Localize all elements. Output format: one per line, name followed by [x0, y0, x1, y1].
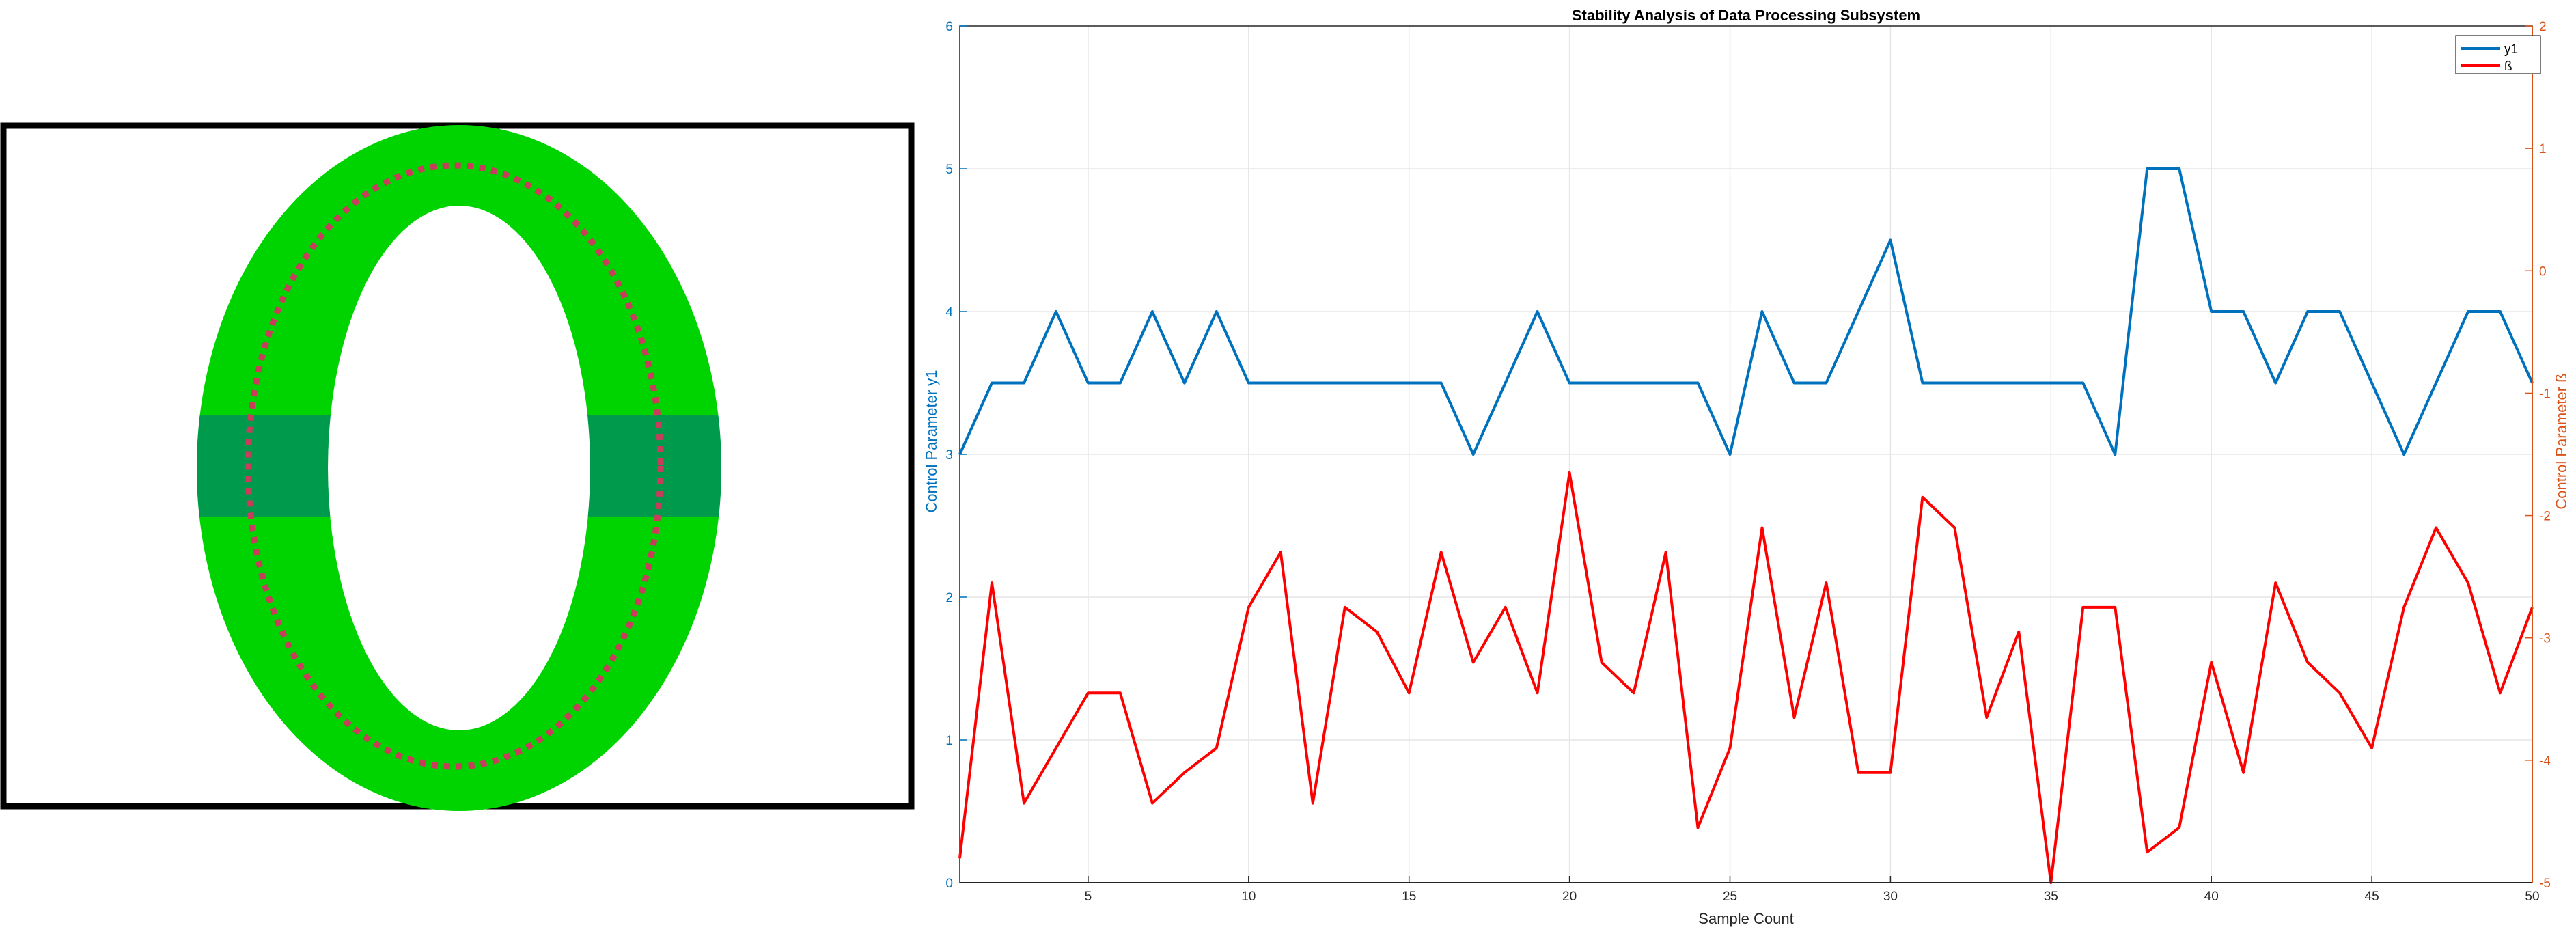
legend-label-y1: y1	[2504, 42, 2518, 57]
legend: y1 ß	[2455, 35, 2541, 74]
x-tick-label: 50	[2525, 890, 2539, 904]
x-tick-label: 40	[2204, 890, 2219, 904]
dotted-ellipse	[245, 162, 664, 770]
y-axis-left-label: Control Parameter y1	[923, 370, 940, 512]
y-left-tick-label: 3	[945, 448, 953, 463]
x-tick-label: 35	[2044, 890, 2058, 904]
ring-figure-panel	[0, 0, 919, 933]
chart-title: Stability Analysis of Data Processing Su…	[1572, 7, 1920, 24]
series-line-beta	[958, 471, 2534, 884]
ring-dark-band	[197, 415, 721, 517]
y-right-tick-label: 1	[2539, 142, 2547, 156]
stability-chart: 5 10 15 20 25 30 35 40 45 500123456-5-4-3-2-1012 …	[923, 7, 2570, 927]
x-tick-label: 5	[1085, 890, 1092, 904]
series-line-y1	[958, 167, 2534, 456]
y-left-tick-label: 1	[945, 734, 953, 748]
y-left-tick-label: 4	[945, 305, 953, 320]
x-tick-label: 20	[1562, 890, 1577, 904]
y-left-tick-label: 6	[945, 20, 953, 34]
y-left-tick-label: 5	[945, 163, 953, 177]
y-right-tick-label: -3	[2539, 632, 2551, 646]
y-right-tick-label: 0	[2539, 264, 2547, 279]
y-right-tick-label: -4	[2539, 754, 2551, 769]
chart-panel: 5 10 15 20 25 30 35 40 45 50 0 1 2 3 4 5 6 -5 -4 -3 -2 -1 0 1 2 …	[919, 0, 2576, 933]
series-lines	[958, 167, 2534, 884]
y-right-tick-label: 2	[2539, 20, 2547, 34]
x-tick-label: 30	[1883, 890, 1898, 904]
y-left-tick-label: 0	[945, 877, 953, 891]
grid-lines	[960, 26, 2533, 883]
y-right-tick-label: -1	[2539, 387, 2551, 401]
x-tick-label: 25	[1723, 890, 1737, 904]
y-left-tick-label: 2	[945, 591, 953, 605]
y-right-tick-label: -2	[2539, 510, 2551, 524]
x-axis-label: Sample Count	[1698, 910, 1793, 927]
y-right-tick-label: -5	[2539, 877, 2551, 891]
y-axis-right-label: Control Parameter ß	[2553, 373, 2570, 509]
legend-label-beta: ß	[2504, 59, 2512, 74]
x-tick-label: 10	[1241, 890, 1256, 904]
legend-box	[2455, 35, 2541, 74]
x-tick-label: 45	[2365, 890, 2379, 904]
ring-figure	[0, 122, 915, 811]
x-tick-label: 15	[1402, 890, 1416, 904]
